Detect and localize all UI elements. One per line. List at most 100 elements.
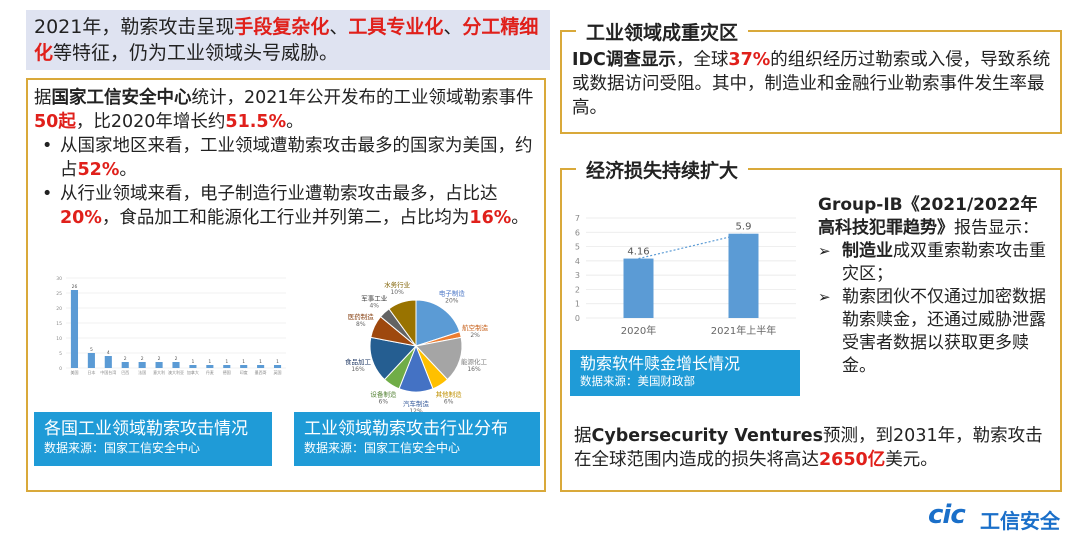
bar-caption-source: 数据来源：国家工信安全中心 xyxy=(44,441,201,455)
intro-text-1: 据 xyxy=(34,88,52,108)
x-tick-label: 丹麦 xyxy=(206,369,214,375)
intro-org: 国家工信安全中心 xyxy=(51,88,192,108)
stat-bullets: 从国家地区来看，工业领域遭勒索攻击最多的国家为美国，约占52%。 从行业领域来看… xyxy=(34,134,540,230)
bullet-industry-text: 从行业领域来看，电子制造行业遭勒索攻击最多，占比达 xyxy=(60,184,498,204)
bullet-country-text: 从国家地区来看，工业领域遭勒索攻击最多的国家为美国，约占 xyxy=(60,136,533,180)
x-tick-label: 墨西哥 xyxy=(255,369,267,375)
cv-org: Cybersecurity Ventures xyxy=(591,426,824,446)
pie-caption-title: 工业领域勒索攻击行业分布 xyxy=(304,419,508,439)
x-tick-label: 英国 xyxy=(274,369,282,375)
bar xyxy=(728,233,759,318)
pie-slice-value: 16% xyxy=(467,366,481,373)
bullet-industry-pct-2: 16% xyxy=(469,208,512,228)
bar-chart-caption: 各国工业领域勒索攻击情况 数据来源：国家工信安全中心 xyxy=(34,412,272,466)
intro-count: 50起 xyxy=(34,112,76,132)
cv-amount: 2650亿 xyxy=(819,450,886,470)
pie-slice-label: 食品加工 xyxy=(345,357,372,366)
x-tick-label: 巴西 xyxy=(121,370,129,375)
pie-caption-source: 数据来源：国家工信安全中心 xyxy=(304,441,461,455)
pie-slice-label: 电子制造 xyxy=(439,289,466,298)
x-tick-label: 2020年 xyxy=(621,324,656,337)
pie-slice-value: 20% xyxy=(445,298,459,305)
x-tick-label: 日本 xyxy=(87,369,95,375)
cic-logo: cic 工信安全 xyxy=(928,500,1068,533)
pie-slice-value: 2% xyxy=(470,332,480,339)
bar xyxy=(172,362,180,368)
intro-text-2: 统计，2021年公开发布的工业领域勒索事件 xyxy=(191,88,534,108)
y-tick-label: 15 xyxy=(56,321,62,327)
groupib-bullet-1: 制造业成双重索勒索攻击重灾区； xyxy=(818,240,1054,286)
summary-highlight-2: 工具专业化 xyxy=(348,16,444,38)
groupib-bullet-1-bold: 制造业 xyxy=(842,241,893,261)
pie-slice-value: 6% xyxy=(444,399,454,406)
y-tick-label: 5 xyxy=(59,351,62,357)
pie-slice-value: 8% xyxy=(356,321,366,328)
bar-value-label: 1 xyxy=(225,359,228,365)
bar-caption-title: 各国工业领域勒索攻击情况 xyxy=(44,419,248,439)
y-tick-label: 4 xyxy=(575,257,580,266)
bar-value-label: 1 xyxy=(208,359,211,365)
y-tick-label: 10 xyxy=(56,336,62,342)
summary-highlight-3: 分工精细化 xyxy=(34,16,539,64)
bar-value-label: 2 xyxy=(175,356,178,362)
bar xyxy=(121,362,129,368)
idc-org: IDC调查显示 xyxy=(572,50,676,70)
idc-text-2: 的组织经历过勒索或入侵，导致系统或数据访问受阻。其中，制造业和金融行业勒索事件发… xyxy=(572,50,1051,118)
groupib-bullet-2: 勒索团伙不仅通过加密数据勒索赎金，还通过威胁泄露受害者数据以获取更多赎金。 xyxy=(818,286,1054,378)
x-tick-label: 中国台湾 xyxy=(100,369,116,375)
bullet-country: 从国家地区来看，工业领域遭勒索攻击最多的国家为美国，约占52%。 xyxy=(34,134,540,182)
intro-growth: 51.5% xyxy=(225,112,287,132)
ransom-growth-chart: 0 1 2 3 4 5 6 7 4.16 2020年 5.9 2021年上半年 xyxy=(575,214,796,337)
idc-text-1: ，全球 xyxy=(675,50,729,70)
bar xyxy=(138,362,146,368)
bar-value-label: 4.16 xyxy=(627,247,649,258)
bullet-industry-end: 。 xyxy=(511,208,529,228)
bar-value-label: 2 xyxy=(158,356,161,362)
bar xyxy=(189,365,197,368)
y-tick-label: 5 xyxy=(575,243,580,252)
pie-slice-label: 能源化工 xyxy=(461,357,488,366)
bar xyxy=(223,365,231,368)
bar xyxy=(623,258,654,318)
bullet-country-end: 。 xyxy=(119,160,137,180)
bar xyxy=(104,356,112,368)
idc-pct: 37% xyxy=(728,50,771,70)
groupib-intro: 报告显示： xyxy=(954,218,1039,238)
summary-highlight-1: 手段复杂化 xyxy=(234,16,330,38)
cv-text-2: 预测，到2031年，勒索攻击在全球范围内造成的损失将高达 xyxy=(574,426,1043,470)
idc-text: IDC调查显示，全球37%的组织经历过勒索或入侵，导致系统或数据访问受阻。其中，… xyxy=(572,48,1056,120)
x-tick-label: 美国 xyxy=(70,369,78,375)
y-tick-label: 7 xyxy=(575,214,580,223)
ransom-caption-source: 数据来源：美国财政部 xyxy=(580,374,695,388)
y-tick-label: 30 xyxy=(56,276,62,282)
x-tick-label: 澳大利亚 xyxy=(168,369,184,375)
intro-text-3: ，比2020年增长约 xyxy=(75,112,226,132)
bar-value-label: 26 xyxy=(72,284,78,290)
bar xyxy=(87,353,95,368)
y-tick-label: 3 xyxy=(575,271,580,280)
bar-value-label: 1 xyxy=(259,359,262,365)
x-tick-label: 德国 xyxy=(223,369,231,375)
x-tick-label: 印度 xyxy=(240,369,248,375)
bar xyxy=(273,365,282,368)
bullet-industry-pct-1: 20% xyxy=(60,208,102,228)
bar-value-label: 4 xyxy=(107,350,110,356)
bar-value-label: 5.9 xyxy=(736,222,752,233)
industry-pie-chart: 电子制造20%航空制造2%能源化工16%其他制造6%汽车制造12%设备制造6%食… xyxy=(345,280,489,415)
country-bar-chart: 0 5 10 15 20 25 30 26 美国 5 日本 4 中国台湾 2 巴西 2 法国 2 意大利 2 澳大利亚 1… xyxy=(56,276,286,375)
bar-value-label: 5 xyxy=(90,347,93,353)
cv-text-3: 美元。 xyxy=(885,450,938,470)
pie-slice xyxy=(369,336,417,381)
pie-slice-label: 军事工业 xyxy=(361,294,388,303)
bullet-industry-text-2: ，食品加工和能源化工行业并列第二，占比均为 xyxy=(101,208,470,228)
bar-value-label: 1 xyxy=(242,359,245,365)
y-tick-label: 1 xyxy=(575,300,580,309)
y-tick-label: 25 xyxy=(56,291,62,297)
x-tick-label: 意大利 xyxy=(153,369,165,375)
pie-slice xyxy=(415,336,463,381)
bar xyxy=(206,365,214,368)
x-tick-label: 法国 xyxy=(138,369,146,375)
loss-panel: 0 1 2 3 4 5 6 7 4.16 2020年 5.9 2021年上半年 勒索软件赎金增长情况 … xyxy=(560,168,1062,492)
pie-slice-value: 6% xyxy=(379,399,389,406)
idc-heading: 工业领域成重灾区 xyxy=(576,18,749,45)
